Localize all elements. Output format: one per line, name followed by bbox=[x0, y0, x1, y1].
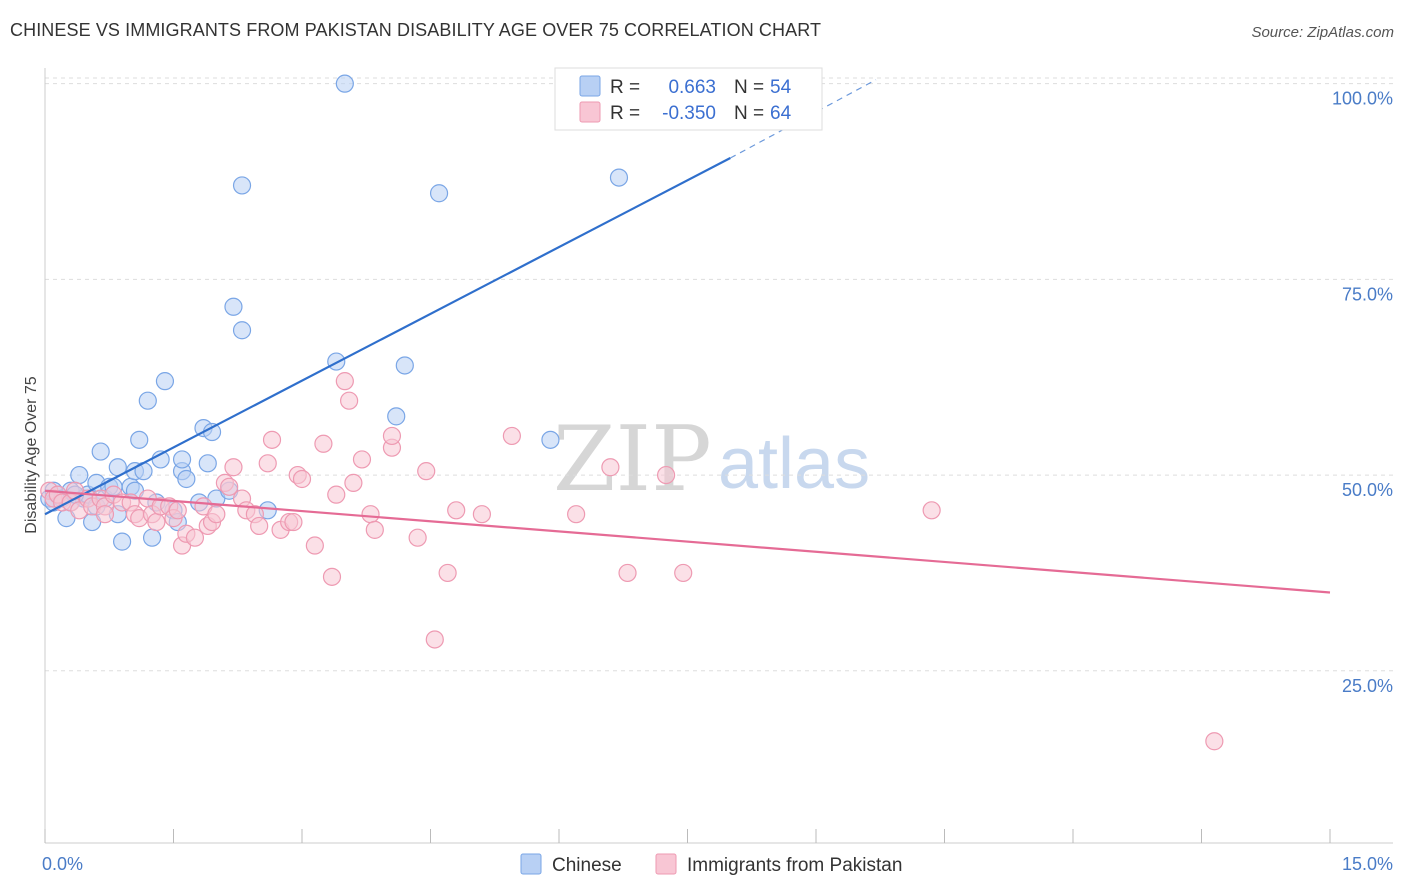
point-chinese bbox=[198, 454, 217, 473]
point-pakistan bbox=[95, 505, 115, 524]
point-pakistan bbox=[618, 563, 637, 583]
bottom-legend-swatch-chinese bbox=[520, 853, 542, 875]
legend-n-value-pakistan: 64 bbox=[770, 103, 792, 124]
point-pakistan bbox=[472, 505, 491, 524]
point-pakistan bbox=[262, 430, 282, 449]
point-chinese bbox=[172, 450, 192, 469]
point-pakistan bbox=[185, 528, 205, 547]
point-pakistan bbox=[656, 465, 676, 485]
x-tick-label-max: 15.0% bbox=[1342, 854, 1393, 874]
point-pakistan bbox=[207, 505, 226, 524]
point-pakistan bbox=[147, 512, 166, 532]
point-pakistan bbox=[335, 372, 354, 391]
point-chinese bbox=[202, 422, 222, 442]
legend: R = 0.663 N = 54 R = -0.350 N = 64 bbox=[554, 67, 823, 131]
point-pakistan bbox=[502, 426, 521, 446]
y-tick-label: 100.0% bbox=[1332, 89, 1393, 109]
point-chinese bbox=[224, 297, 243, 316]
point-pakistan bbox=[258, 454, 277, 473]
point-chinese bbox=[327, 352, 346, 371]
point-chinese bbox=[138, 391, 157, 410]
point-chinese bbox=[335, 74, 354, 93]
watermark-atlas: atlas bbox=[718, 424, 870, 504]
point-pakistan bbox=[365, 520, 384, 539]
point-chinese bbox=[232, 176, 252, 195]
point-pakistan bbox=[1205, 732, 1224, 751]
point-pakistan bbox=[327, 485, 346, 504]
point-pakistan bbox=[305, 536, 324, 555]
point-chinese bbox=[70, 465, 89, 485]
legend-r-label-chinese: R = bbox=[610, 77, 640, 98]
point-chinese bbox=[387, 407, 406, 426]
point-pakistan bbox=[601, 458, 620, 477]
point-pakistan bbox=[361, 505, 380, 524]
point-pakistan bbox=[292, 469, 312, 489]
legend-r-value-pakistan: -0.350 bbox=[662, 103, 716, 124]
point-chinese bbox=[541, 430, 560, 449]
point-chinese bbox=[142, 528, 162, 547]
point-chinese bbox=[112, 532, 132, 551]
point-pakistan bbox=[168, 501, 187, 520]
bottom-legend-label-chinese: Chinese bbox=[552, 855, 622, 876]
point-pakistan bbox=[314, 434, 333, 453]
point-chinese bbox=[177, 469, 196, 489]
series-pakistan-points bbox=[40, 372, 1224, 751]
legend-r-value-chinese: 0.663 bbox=[668, 77, 716, 98]
legend-n-value-chinese: 54 bbox=[770, 77, 792, 98]
legend-n-label-pakistan: N = bbox=[734, 103, 764, 124]
source-note: Source: ZipAtlas.com bbox=[1251, 24, 1394, 41]
point-pakistan bbox=[352, 450, 372, 469]
point-chinese bbox=[91, 442, 110, 461]
legend-n-label-chinese: N = bbox=[734, 77, 764, 98]
point-pakistan bbox=[220, 477, 239, 496]
bottom-legend-swatch-pakistan bbox=[655, 853, 677, 875]
x-tick-label-min: 0.0% bbox=[42, 854, 83, 874]
point-chinese bbox=[130, 430, 149, 449]
point-chinese bbox=[609, 168, 629, 187]
legend-swatch-pakistan bbox=[579, 101, 601, 123]
legend-r-label-pakistan: R = bbox=[610, 103, 640, 124]
watermark-zip: ZIP bbox=[553, 407, 712, 512]
point-pakistan bbox=[250, 516, 269, 536]
axes bbox=[44, 68, 1393, 844]
point-pakistan bbox=[922, 501, 941, 520]
point-pakistan bbox=[408, 528, 427, 547]
point-pakistan bbox=[417, 462, 436, 481]
point-chinese bbox=[232, 321, 252, 340]
x-tick-marks bbox=[44, 829, 1331, 843]
point-pakistan bbox=[674, 563, 693, 583]
bottom-legend: Chinese Immigrants from Pakistan bbox=[520, 853, 902, 876]
point-chinese bbox=[395, 356, 414, 375]
point-pakistan bbox=[224, 458, 243, 477]
y-tick-label: 75.0% bbox=[1342, 284, 1393, 304]
point-pakistan bbox=[284, 512, 303, 532]
point-chinese bbox=[429, 184, 449, 203]
point-pakistan bbox=[567, 505, 586, 524]
point-chinese bbox=[155, 372, 175, 391]
point-pakistan bbox=[340, 391, 359, 410]
point-pakistan bbox=[344, 473, 363, 492]
y-tick-label: 50.0% bbox=[1342, 480, 1393, 500]
point-pakistan bbox=[438, 563, 457, 583]
point-pakistan bbox=[425, 630, 444, 649]
point-pakistan bbox=[447, 501, 466, 520]
legend-swatch-chinese bbox=[579, 75, 601, 97]
y-axis-label: Disability Age Over 75 bbox=[23, 376, 40, 534]
point-pakistan bbox=[322, 567, 342, 586]
chart-title: CHINESE VS IMMIGRANTS FROM PAKISTAN DISA… bbox=[10, 20, 822, 40]
y-tick-label: 25.0% bbox=[1342, 676, 1393, 696]
trendline-pakistan bbox=[44, 489, 1331, 594]
trendline-chinese bbox=[44, 157, 731, 516]
point-pakistan bbox=[382, 426, 402, 446]
series-chinese-points bbox=[40, 74, 629, 551]
bottom-legend-label-pakistan: Immigrants from Pakistan bbox=[687, 855, 902, 876]
y-tick-labels: 25.0% 50.0% 75.0% 100.0% bbox=[1332, 89, 1393, 696]
